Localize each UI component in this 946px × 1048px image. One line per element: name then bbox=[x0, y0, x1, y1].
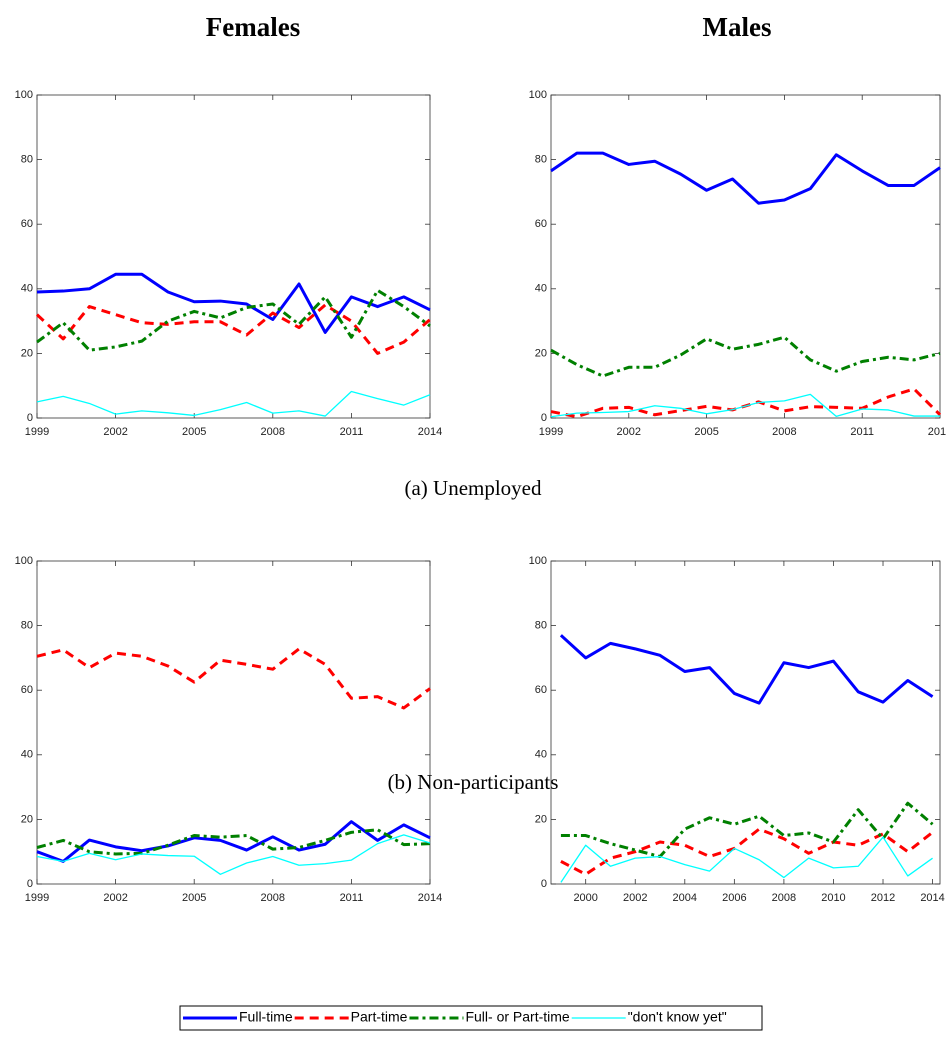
series-line: Full- or Part-time bbox=[550, 335, 941, 378]
y-tick-label: 0 bbox=[541, 878, 547, 890]
series-line: Full-time bbox=[550, 151, 941, 205]
series-line: Part-time bbox=[560, 827, 934, 876]
y-tick-label: 0 bbox=[27, 412, 33, 424]
legend-label: Part-time bbox=[351, 1009, 408, 1025]
x-tick-label: 1999 bbox=[539, 426, 563, 438]
legend-box bbox=[179, 1005, 763, 1031]
series-line: Part-time bbox=[36, 647, 431, 710]
series-line: "don't know yet" bbox=[550, 393, 940, 418]
y-tick-label: 40 bbox=[21, 749, 33, 761]
series-line bbox=[36, 390, 431, 417]
plot-frame bbox=[36, 94, 431, 419]
y-tick-label: 40 bbox=[21, 283, 33, 295]
x-tick-label: 2002 bbox=[623, 892, 647, 904]
x-tick-label: 2008 bbox=[772, 426, 796, 438]
x-tick-label: 2011 bbox=[850, 426, 874, 438]
plot-frame bbox=[36, 560, 431, 885]
legend-label: Full- or Part-time bbox=[465, 1009, 569, 1025]
x-tick-label: 2002 bbox=[617, 426, 641, 438]
plot-frame bbox=[550, 94, 941, 419]
x-tick-label: 2014 bbox=[418, 426, 442, 438]
series-line: Full- or Part-time bbox=[560, 801, 934, 859]
y-tick-label: 20 bbox=[21, 347, 33, 359]
y-tick-label: 20 bbox=[535, 347, 547, 359]
series-line: "don't know yet" bbox=[36, 834, 431, 875]
y-tick-label: 20 bbox=[21, 813, 33, 825]
y-tick-label: 60 bbox=[21, 684, 33, 696]
plot-frame bbox=[550, 560, 941, 885]
x-tick-label: 1999 bbox=[25, 892, 49, 904]
y-tick-label: 100 bbox=[15, 555, 33, 567]
x-tick-label: 2000 bbox=[573, 892, 597, 904]
x-tick-label: 2010 bbox=[821, 892, 845, 904]
x-tick-label: 2014 bbox=[920, 892, 944, 904]
y-tick-label: 80 bbox=[21, 620, 33, 632]
y-tick-label: 40 bbox=[535, 749, 547, 761]
x-tick-label: 2004 bbox=[673, 892, 697, 904]
x-tick-label: 2008 bbox=[772, 892, 796, 904]
series-line bbox=[36, 288, 431, 352]
y-tick-label: 100 bbox=[529, 89, 547, 101]
x-tick-label: 2008 bbox=[261, 426, 285, 438]
y-tick-label: 80 bbox=[535, 154, 547, 166]
y-tick-label: 0 bbox=[27, 878, 33, 890]
series-line: Full- or Part-time bbox=[36, 828, 431, 856]
column-title: Males bbox=[703, 12, 772, 42]
series-line bbox=[35, 303, 431, 355]
x-tick-label: 2006 bbox=[722, 892, 746, 904]
y-tick-label: 60 bbox=[535, 218, 547, 230]
x-tick-label: 2005 bbox=[694, 426, 718, 438]
x-tick-label: 2012 bbox=[871, 892, 895, 904]
y-tick-label: 20 bbox=[535, 813, 547, 825]
x-tick-label: 2014 bbox=[928, 426, 946, 438]
series-line: Full-time bbox=[559, 634, 934, 705]
legend-label: "don't know yet" bbox=[628, 1009, 727, 1025]
y-tick-label: 40 bbox=[535, 283, 547, 295]
x-tick-label: 2011 bbox=[340, 892, 364, 904]
series-line: Full-time bbox=[36, 820, 431, 863]
x-tick-label: 2008 bbox=[261, 892, 285, 904]
caption: (b) Non-participants bbox=[388, 770, 559, 794]
y-tick-label: 80 bbox=[535, 620, 547, 632]
x-tick-label: 2011 bbox=[340, 426, 364, 438]
x-tick-label: 2014 bbox=[418, 892, 442, 904]
y-tick-label: 60 bbox=[21, 218, 33, 230]
y-tick-label: 60 bbox=[535, 684, 547, 696]
series-line: "don't know yet" bbox=[560, 836, 933, 883]
y-tick-label: 100 bbox=[15, 89, 33, 101]
y-tick-label: 100 bbox=[529, 555, 547, 567]
x-tick-label: 2002 bbox=[103, 892, 127, 904]
legend-label: Full-time bbox=[239, 1009, 293, 1025]
caption: (a) Unemployed bbox=[404, 476, 542, 500]
y-tick-label: 80 bbox=[21, 154, 33, 166]
x-tick-label: 2002 bbox=[103, 426, 127, 438]
x-tick-label: 1999 bbox=[25, 426, 49, 438]
y-tick-label: 0 bbox=[541, 412, 547, 424]
x-tick-label: 2005 bbox=[182, 426, 206, 438]
x-tick-label: 2005 bbox=[182, 892, 206, 904]
column-title: Females bbox=[206, 12, 300, 42]
series-line bbox=[36, 272, 431, 334]
